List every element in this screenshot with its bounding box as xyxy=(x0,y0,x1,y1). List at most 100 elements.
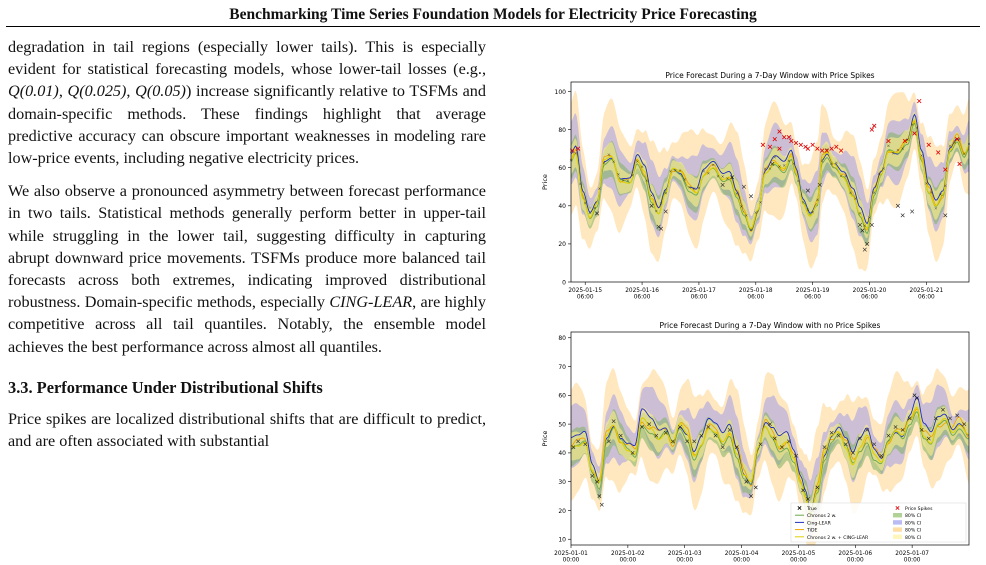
true-point-50 xyxy=(907,416,912,421)
quantile-q001: Q(0.01) xyxy=(8,82,59,101)
quantile-q005: Q(0.05) xyxy=(135,82,186,101)
x-tick-label-2: 2025-01-17 06:00 xyxy=(682,288,716,300)
true-point-92 xyxy=(787,159,791,163)
true-point-156 xyxy=(939,193,942,196)
true-point-14 xyxy=(663,430,668,435)
legend-swatch-7 xyxy=(893,520,902,525)
true-point-34 xyxy=(801,488,806,493)
plot-frame xyxy=(570,81,970,283)
true-point-37 xyxy=(815,485,820,490)
header-rule xyxy=(6,26,980,27)
true-point-56 xyxy=(702,169,705,173)
true-point-134 xyxy=(887,144,890,148)
spike-point-13 xyxy=(805,146,811,151)
true-values xyxy=(571,393,967,513)
spike-point-7 xyxy=(782,135,787,140)
legend-box xyxy=(790,502,967,543)
true-point-118 xyxy=(849,191,852,195)
true-outlier-16 xyxy=(869,222,874,227)
legend-label-8: 80% CI xyxy=(905,528,921,534)
legend-label-2: Cing-LEAR xyxy=(807,520,832,526)
x-tick-label-0: 2025-01-01 00:00 xyxy=(554,551,588,563)
series-cinglear xyxy=(570,396,970,511)
y-tick-label-5: 60 xyxy=(558,393,566,400)
true-point-9 xyxy=(618,433,623,438)
true-outlier-3 xyxy=(659,226,664,231)
true-point-47 xyxy=(886,433,891,438)
y-tick-label-1: 20 xyxy=(558,508,566,515)
true-point-51 xyxy=(912,393,917,398)
true-outlier-11 xyxy=(817,182,822,187)
legend-swatch-8 xyxy=(893,527,902,532)
true-values xyxy=(569,123,971,252)
y-tick-label-2: 30 xyxy=(558,479,566,486)
true-point-29 xyxy=(768,422,772,427)
true-point-64 xyxy=(721,175,724,178)
true-point-35 xyxy=(805,497,810,501)
true-outlier-0 xyxy=(595,211,600,216)
true-point-46 xyxy=(879,453,884,458)
y-tick-label-2: 40 xyxy=(558,203,566,210)
true-outlier-19 xyxy=(910,209,915,214)
true-point-54 xyxy=(697,186,701,190)
true-point-104 xyxy=(816,198,819,202)
x-tick-label-0: 2025-01-15 06:00 xyxy=(568,288,602,300)
true-point-90 xyxy=(782,164,786,167)
true-point-112 xyxy=(835,161,838,165)
legend-label-7: 80% CI xyxy=(905,520,921,526)
spike-point-15 xyxy=(815,146,820,151)
x-tick-label-1: 2025-01-16 06:00 xyxy=(625,288,659,300)
series-ensemble xyxy=(571,406,969,516)
true-point-26 xyxy=(749,494,753,498)
true-point-150 xyxy=(925,182,928,185)
true-point-44 xyxy=(673,169,677,172)
true-point-58 xyxy=(707,172,710,175)
true-point-52 xyxy=(692,187,696,190)
true-point-32 xyxy=(787,439,791,444)
spike-point-4 xyxy=(772,136,777,142)
true-point-18 xyxy=(692,439,697,444)
y-tick-label-4: 80 xyxy=(558,127,566,134)
true-point-24 xyxy=(734,445,739,450)
para1-after: ) increase significantly relative to TSF… xyxy=(8,82,486,168)
true-point-17 xyxy=(685,439,689,444)
true-point-40 xyxy=(664,191,668,195)
x-tick-label-6: 2025-01-21 06:00 xyxy=(910,288,944,300)
true-point-88 xyxy=(778,165,781,168)
true-point-34 xyxy=(650,194,653,197)
true-point-164 xyxy=(958,137,961,141)
true-point-18 xyxy=(612,160,615,163)
true-point-20 xyxy=(617,173,620,176)
true-point-66 xyxy=(726,177,729,180)
true-point-146 xyxy=(915,126,919,129)
para1-sep2: , xyxy=(126,82,136,101)
y-tick-label-3: 60 xyxy=(558,165,566,172)
true-point-33 xyxy=(794,453,798,458)
true-point-6 xyxy=(583,201,587,205)
ci-band-ensemble xyxy=(571,111,969,239)
true-point-10 xyxy=(630,450,635,455)
page-header: Benchmarking Time Series Foundation Mode… xyxy=(0,0,986,28)
true-point-5 xyxy=(597,494,602,498)
spike-point-24 xyxy=(902,138,908,144)
spike-point-31 xyxy=(957,161,962,167)
true-point-12 xyxy=(598,187,601,190)
spike-point-9 xyxy=(789,138,794,144)
true-point-1 xyxy=(576,439,581,444)
spike-point-27 xyxy=(926,142,931,148)
true-point-122 xyxy=(858,212,862,215)
true-point-28 xyxy=(636,160,639,163)
model-name-cinglear: CING-LEAR xyxy=(329,293,413,312)
true-point-31 xyxy=(779,445,784,450)
true-outlier-8 xyxy=(749,194,754,199)
y-tick-label-4: 50 xyxy=(558,421,566,428)
para1-before: degradation in tail regions (especially … xyxy=(8,38,486,79)
legend-swatch-5 xyxy=(895,506,900,510)
true-outlier-15 xyxy=(865,241,870,246)
true-point-84 xyxy=(768,167,772,170)
true-point-116 xyxy=(844,174,848,178)
ci-band-cinglear xyxy=(571,384,969,539)
true-point-0 xyxy=(571,445,576,450)
spike-point-29 xyxy=(943,167,948,172)
true-point-154 xyxy=(934,207,938,210)
